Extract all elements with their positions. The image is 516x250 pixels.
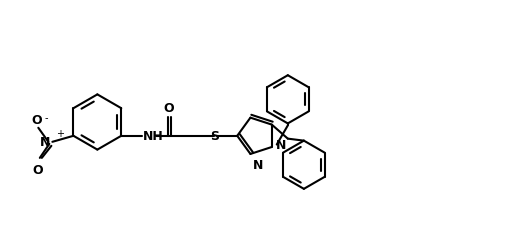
Text: O: O: [33, 163, 43, 176]
Text: O: O: [163, 102, 174, 115]
Text: -: -: [44, 112, 48, 122]
Text: O: O: [31, 113, 42, 126]
Text: +: +: [56, 128, 64, 138]
Text: S: S: [209, 130, 219, 143]
Text: N: N: [252, 158, 263, 171]
Text: N: N: [40, 136, 50, 149]
Text: NH: NH: [143, 130, 164, 143]
Text: N: N: [276, 138, 286, 151]
